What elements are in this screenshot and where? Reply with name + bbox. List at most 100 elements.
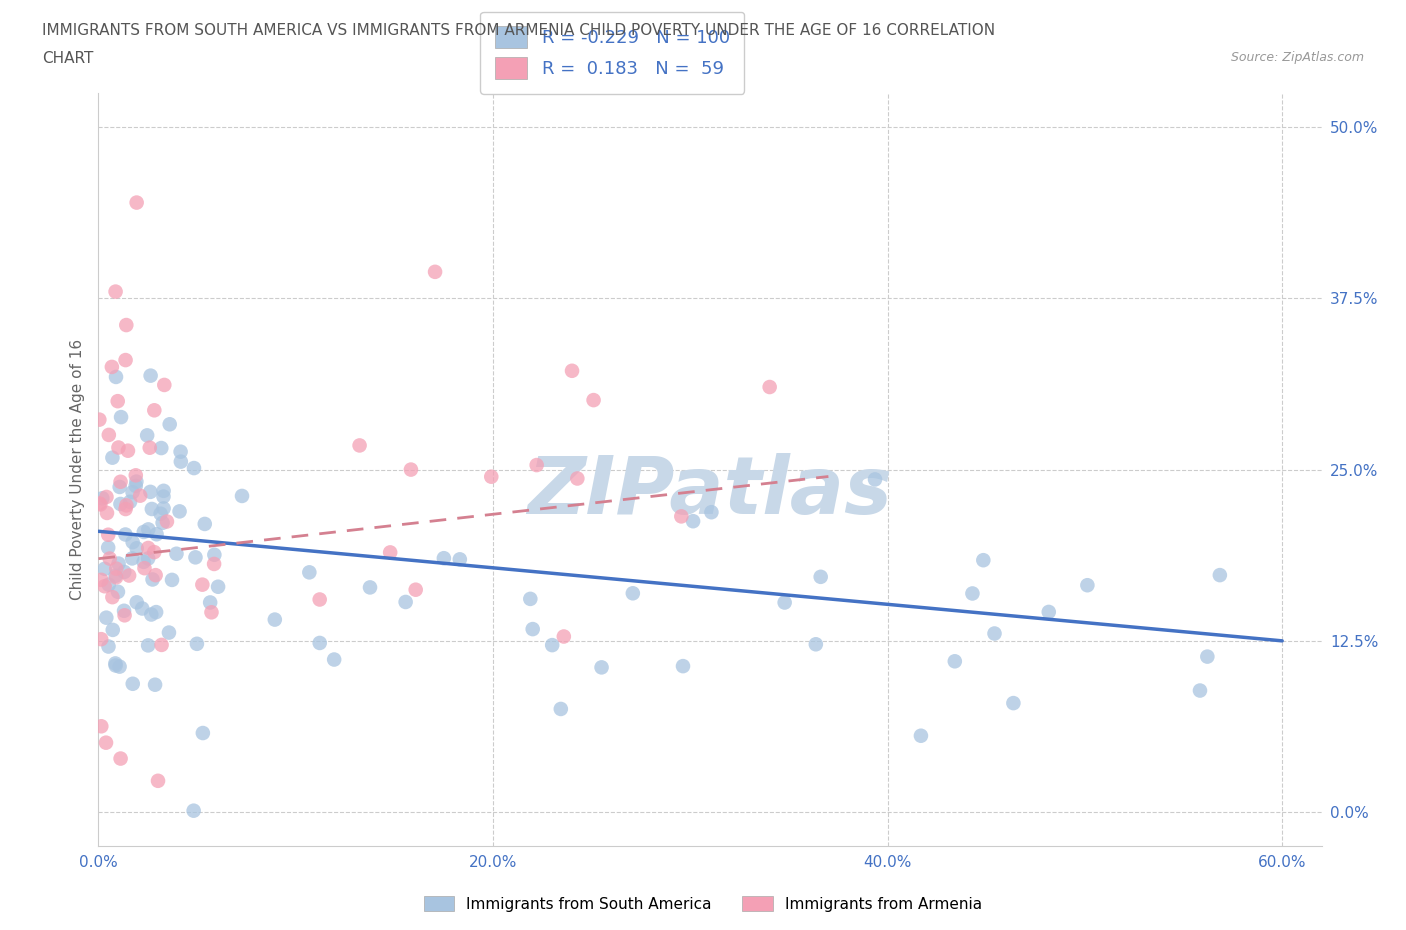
Point [1038, 604, 1060, 619]
Point [553, 629, 575, 644]
Point [200, 604, 222, 619]
Point [94, 736, 117, 751]
Point [121, 676, 143, 691]
Point [156, 514, 179, 529]
Point [170, 454, 193, 469]
Point [145, 604, 167, 619]
Point [101, 622, 124, 637]
Point [308, 592, 330, 607]
Point [141, 501, 163, 516]
Point [191, 578, 214, 592]
Point [863, 472, 886, 487]
Point [96, 489, 118, 504]
Point [682, 513, 704, 528]
Point [97, 540, 120, 555]
Point [166, 546, 188, 561]
Point [141, 572, 163, 587]
Point [773, 595, 796, 610]
Point [93, 562, 115, 577]
Point [110, 474, 132, 489]
Point [582, 392, 605, 407]
Point [132, 554, 155, 569]
Point [323, 652, 346, 667]
Point [550, 701, 572, 716]
Point [110, 410, 132, 425]
Point [114, 608, 136, 623]
Point [96, 610, 118, 625]
Point [152, 484, 174, 498]
Point [349, 438, 371, 453]
Point [186, 636, 208, 651]
Point [145, 567, 167, 582]
Point [114, 501, 136, 516]
Point [308, 635, 330, 650]
Point [101, 450, 124, 465]
Point [591, 660, 613, 675]
Point [621, 586, 644, 601]
Point [1076, 578, 1098, 592]
Point [104, 285, 127, 299]
Point [263, 612, 285, 627]
Point [97, 527, 120, 542]
Point [139, 440, 162, 455]
Point [150, 637, 173, 652]
Point [143, 677, 166, 692]
Point [91, 491, 114, 506]
Point [104, 658, 127, 673]
Point [479, 470, 502, 485]
Point [107, 440, 129, 455]
Point [107, 393, 129, 408]
Point [129, 488, 152, 503]
Y-axis label: Child Poverty Under the Age of 16: Child Poverty Under the Age of 16 [69, 339, 84, 600]
Point [114, 527, 136, 542]
Point [104, 656, 127, 671]
Point [298, 565, 321, 579]
Point [380, 545, 402, 560]
Point [758, 379, 780, 394]
Point [110, 497, 132, 512]
Point [519, 591, 541, 606]
Text: IMMIGRANTS FROM SOUTH AMERICA VS IMMIGRANTS FROM ARMENIA CHILD POVERTY UNDER THE: IMMIGRANTS FROM SOUTH AMERICA VS IMMIGRA… [42, 23, 995, 38]
Legend: Immigrants from South America, Immigrants from Armenia: Immigrants from South America, Immigrant… [418, 889, 988, 918]
Point [183, 804, 205, 818]
Point [804, 637, 827, 652]
Legend: R = -0.229   N = 100, R =  0.183   N =  59: R = -0.229 N = 100, R = 0.183 N = 59 [481, 12, 744, 94]
Point [117, 444, 139, 458]
Point [433, 551, 456, 565]
Point [89, 496, 111, 511]
Point [136, 522, 159, 537]
Point [134, 561, 156, 576]
Point [399, 462, 422, 477]
Point [110, 751, 132, 766]
Point [169, 445, 191, 459]
Point [198, 595, 221, 610]
Point [152, 501, 174, 516]
Point [194, 516, 217, 531]
Point [145, 526, 167, 541]
Point [121, 535, 143, 550]
Point [561, 364, 583, 379]
Point [90, 631, 112, 646]
Point [139, 368, 162, 383]
Point [202, 548, 225, 563]
Point [125, 468, 148, 483]
Point [132, 525, 155, 539]
Point [153, 378, 176, 392]
Text: Source: ZipAtlas.com: Source: ZipAtlas.com [1230, 51, 1364, 64]
Point [90, 573, 112, 588]
Point [121, 485, 143, 499]
Point [125, 541, 148, 556]
Point [150, 441, 173, 456]
Point [114, 352, 136, 367]
Point [207, 579, 229, 594]
Point [121, 551, 143, 565]
Point [98, 551, 121, 566]
Point [359, 580, 381, 595]
Point [136, 540, 159, 555]
Point [97, 428, 120, 443]
Point [125, 474, 148, 489]
Point [105, 369, 128, 384]
Point [108, 659, 131, 674]
Point [136, 551, 159, 566]
Point [97, 639, 120, 654]
